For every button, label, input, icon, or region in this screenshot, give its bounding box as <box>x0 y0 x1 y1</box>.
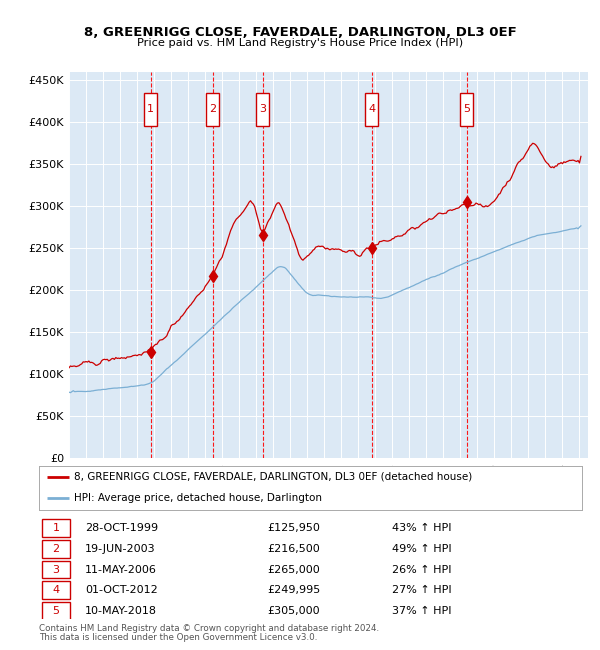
Text: 4: 4 <box>52 585 59 595</box>
FancyBboxPatch shape <box>365 92 378 126</box>
Text: 2: 2 <box>209 105 217 114</box>
FancyBboxPatch shape <box>460 92 473 126</box>
FancyBboxPatch shape <box>42 519 70 538</box>
Text: 1: 1 <box>52 523 59 534</box>
Text: 11-MAY-2006: 11-MAY-2006 <box>85 564 157 575</box>
Text: 28-OCT-1999: 28-OCT-1999 <box>85 523 158 534</box>
FancyBboxPatch shape <box>42 560 70 578</box>
Text: 3: 3 <box>259 105 266 114</box>
Text: 27% ↑ HPI: 27% ↑ HPI <box>392 585 452 595</box>
Text: £305,000: £305,000 <box>267 606 320 616</box>
FancyBboxPatch shape <box>144 92 157 126</box>
Text: 1: 1 <box>147 105 154 114</box>
Text: Price paid vs. HM Land Registry's House Price Index (HPI): Price paid vs. HM Land Registry's House … <box>137 38 463 47</box>
Text: £216,500: £216,500 <box>267 544 320 554</box>
Text: 5: 5 <box>463 105 470 114</box>
Text: 10-MAY-2018: 10-MAY-2018 <box>85 606 157 616</box>
Text: 2: 2 <box>52 544 59 554</box>
Text: 8, GREENRIGG CLOSE, FAVERDALE, DARLINGTON, DL3 0EF: 8, GREENRIGG CLOSE, FAVERDALE, DARLINGTO… <box>83 26 517 39</box>
FancyBboxPatch shape <box>42 602 70 619</box>
Text: HPI: Average price, detached house, Darlington: HPI: Average price, detached house, Darl… <box>74 493 322 503</box>
Text: £249,995: £249,995 <box>267 585 320 595</box>
FancyBboxPatch shape <box>42 540 70 558</box>
Text: 01-OCT-2012: 01-OCT-2012 <box>85 585 158 595</box>
Text: £265,000: £265,000 <box>267 564 320 575</box>
Text: 43% ↑ HPI: 43% ↑ HPI <box>392 523 451 534</box>
Text: 49% ↑ HPI: 49% ↑ HPI <box>392 544 452 554</box>
Text: This data is licensed under the Open Government Licence v3.0.: This data is licensed under the Open Gov… <box>39 633 317 642</box>
Text: 19-JUN-2003: 19-JUN-2003 <box>85 544 156 554</box>
FancyBboxPatch shape <box>256 92 269 126</box>
Text: 3: 3 <box>52 564 59 575</box>
FancyBboxPatch shape <box>206 92 220 126</box>
FancyBboxPatch shape <box>42 581 70 599</box>
Text: Contains HM Land Registry data © Crown copyright and database right 2024.: Contains HM Land Registry data © Crown c… <box>39 624 379 633</box>
Text: 5: 5 <box>52 606 59 616</box>
Text: 4: 4 <box>368 105 376 114</box>
Text: £125,950: £125,950 <box>267 523 320 534</box>
Text: 37% ↑ HPI: 37% ↑ HPI <box>392 606 451 616</box>
Text: 8, GREENRIGG CLOSE, FAVERDALE, DARLINGTON, DL3 0EF (detached house): 8, GREENRIGG CLOSE, FAVERDALE, DARLINGTO… <box>74 472 473 482</box>
Text: 26% ↑ HPI: 26% ↑ HPI <box>392 564 451 575</box>
